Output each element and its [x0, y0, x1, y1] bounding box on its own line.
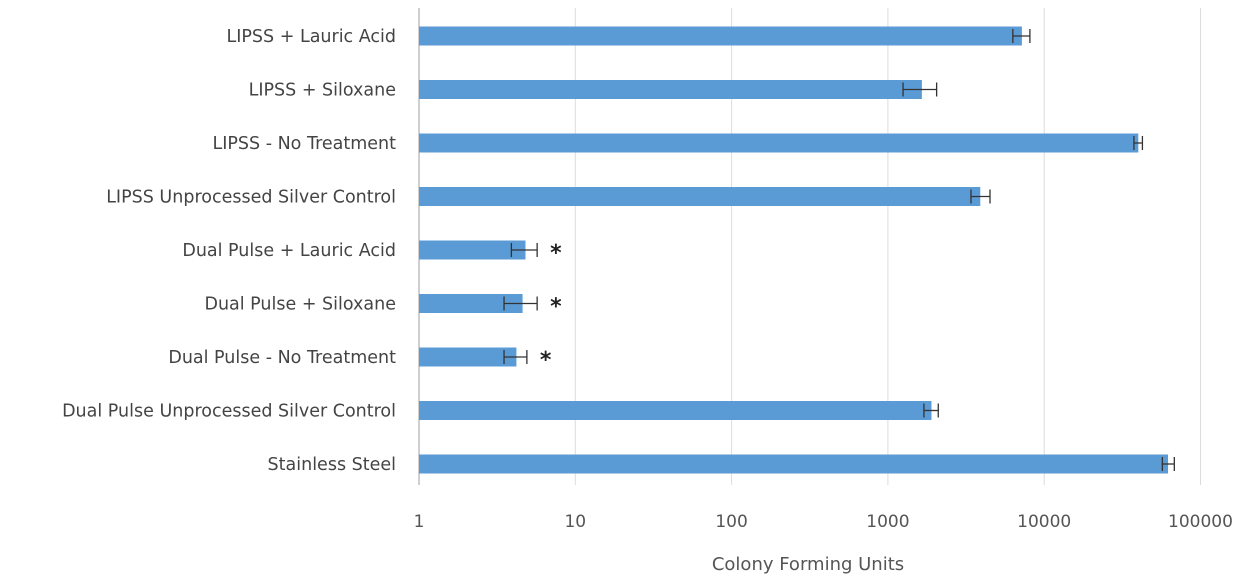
bars [419, 26, 1169, 474]
significance-marker-dual-pulse-siloxane: * [550, 295, 562, 320]
error-bar-dual-pulse-unprocessed-silver-control [923, 403, 939, 418]
error-bars [503, 29, 1175, 471]
error-bar-stainless-steel [1161, 457, 1175, 471]
category-label-lipss-siloxane: LIPSS + Siloxane [249, 81, 396, 101]
significance-marker-dual-pulse-lauric-acid: * [550, 241, 562, 266]
x-tick-label-100000: 100000 [1168, 512, 1233, 532]
category-label-stainless-steel: Stainless Steel [268, 455, 396, 475]
error-bar-lipss-siloxane [902, 82, 938, 97]
category-label-lipss-no-treatment: LIPSS - No Treatment [212, 134, 396, 154]
bar-lipss-no-treatment [419, 133, 1139, 153]
error-bar-dual-pulse-lauric-acid [510, 243, 538, 257]
bar-lipss-lauric-acid [419, 26, 1022, 46]
x-tick-labels: 1 10 100 1000 10000 100000 [414, 512, 1233, 532]
error-bar-lipss-unprocessed-silver-control [970, 189, 991, 204]
bar-lipss-unprocessed-silver-control [419, 187, 981, 206]
category-label-dual-pulse-unprocessed-silver-control: Dual Pulse Unprocessed Silver Control [62, 402, 396, 422]
x-axis-title: Colony Forming Units [712, 554, 904, 575]
bar-dual-pulse-unprocessed-silver-control [419, 401, 932, 420]
bar-stainless-steel [419, 454, 1169, 474]
x-tick-label-1000: 1000 [866, 512, 909, 532]
bar-dual-pulse-lauric-acid [419, 240, 526, 260]
error-bar-dual-pulse-no-treatment [503, 350, 528, 364]
category-label-dual-pulse-siloxane: Dual Pulse + Siloxane [204, 295, 396, 315]
category-label-lipss-unprocessed-silver-control: LIPSS Unprocessed Silver Control [106, 188, 396, 208]
bar-dual-pulse-no-treatment [419, 347, 517, 367]
x-tick-label-1: 1 [414, 512, 425, 532]
category-label-dual-pulse-no-treatment: Dual Pulse - No Treatment [168, 348, 396, 368]
error-bar-lipss-lauric-acid [1012, 29, 1031, 43]
x-tick-label-100: 100 [715, 512, 747, 532]
significance-marker-dual-pulse-no-treatment: * [540, 348, 552, 373]
bar-lipss-siloxane [419, 80, 922, 99]
category-labels: LIPSS + Lauric Acid LIPSS + Siloxane LIPSS… [62, 27, 396, 475]
error-bar-lipss-no-treatment [1133, 136, 1144, 150]
category-label-lipss-lauric-acid: LIPSS + Lauric Acid [226, 27, 396, 47]
x-tick-label-10000: 10000 [1017, 512, 1071, 532]
x-tick-label-10: 10 [564, 512, 586, 532]
bar-dual-pulse-siloxane [419, 294, 523, 313]
significance-markers: * * * [540, 241, 562, 373]
category-label-dual-pulse-lauric-acid: Dual Pulse + Lauric Acid [182, 241, 396, 261]
error-bar-dual-pulse-siloxane [503, 296, 538, 311]
